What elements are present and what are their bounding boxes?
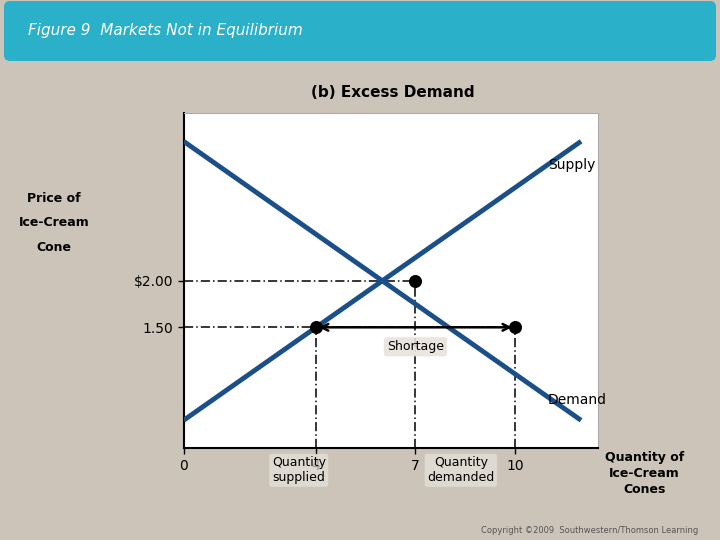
Text: Ice-Cream: Ice-Cream: [19, 217, 89, 230]
Point: [310, 323, 322, 332]
Text: Demand: Demand: [548, 393, 607, 407]
Text: Ice-Cream: Ice-Cream: [609, 467, 680, 480]
Text: Copyright ©2009  Southwestern/Thomson Learning: Copyright ©2009 Southwestern/Thomson Lea…: [481, 525, 698, 535]
Text: Shortage: Shortage: [387, 340, 444, 353]
Text: (b) Excess Demand: (b) Excess Demand: [310, 85, 474, 100]
FancyBboxPatch shape: [4, 1, 716, 61]
Text: Price of: Price of: [27, 192, 81, 205]
Text: Cone: Cone: [37, 241, 71, 254]
Text: Quantity
supplied: Quantity supplied: [272, 456, 325, 484]
Text: Supply: Supply: [548, 158, 595, 172]
Text: Quantity
demanded: Quantity demanded: [427, 456, 495, 484]
Text: Quantity of: Quantity of: [605, 451, 684, 464]
Text: Cones: Cones: [624, 483, 665, 496]
Point: [509, 323, 521, 332]
Text: Figure 9  Markets Not in Equilibrium: Figure 9 Markets Not in Equilibrium: [28, 24, 302, 38]
Point: [410, 276, 421, 285]
